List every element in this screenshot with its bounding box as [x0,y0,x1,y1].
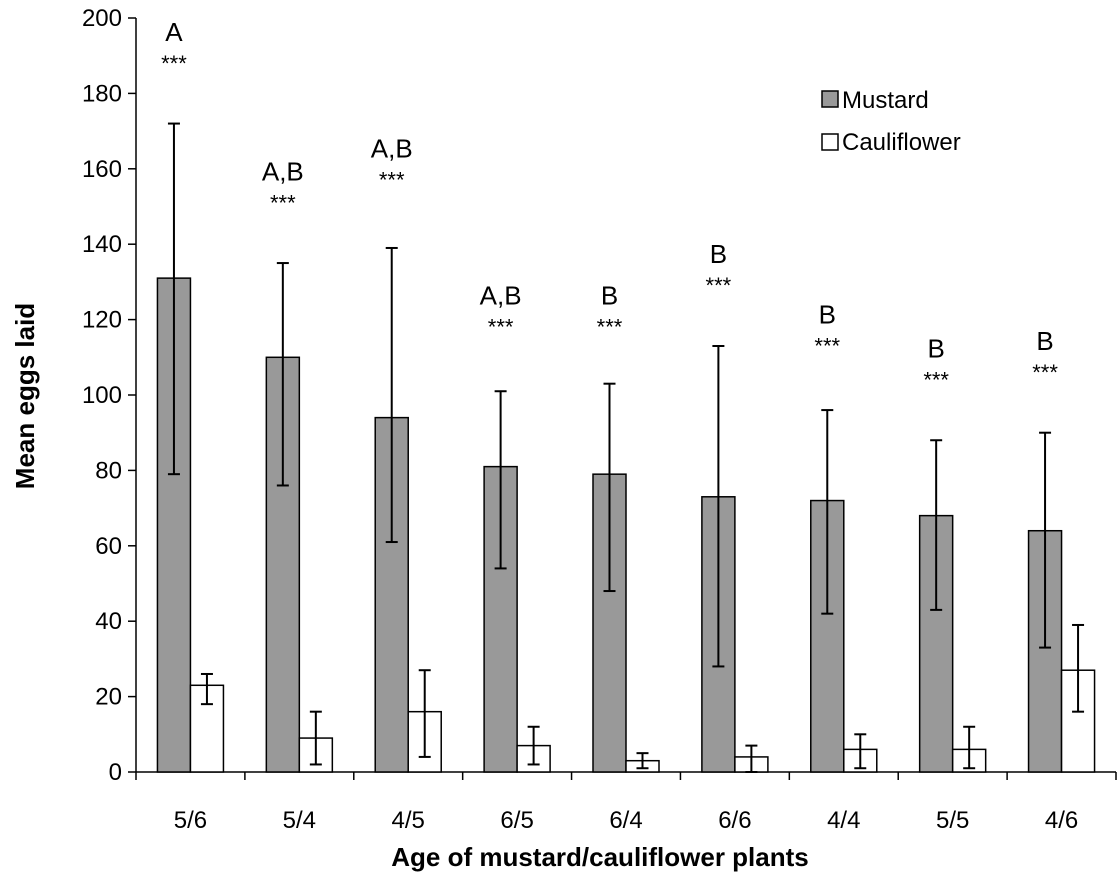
significance-stars: *** [706,273,732,298]
y-tick-label: 40 [95,608,122,635]
x-tick-label: 5/5 [936,807,969,834]
bars-group [156,277,1096,773]
y-tick-label: 20 [95,684,122,711]
x-axis: 5/6 5/4 4/5 6/5 6/4 6/6 4/4 5/5 4/6 [135,771,1117,834]
significance-stars: *** [814,334,840,359]
x-tick-label: 6/5 [500,807,533,834]
bar-mustard [810,499,845,773]
legend-swatch-mustard [821,90,839,108]
y-tick-label: 80 [95,457,122,484]
group-letter: B [1036,326,1053,356]
x-tick-label: 5/4 [283,807,316,834]
y-tick-label: 100 [82,382,122,409]
significance-stars: *** [488,315,514,340]
group-letter: B [927,333,944,363]
y-tick-label: 0 [109,759,122,786]
x-tick-label: 4/4 [827,807,860,834]
significance-stars: *** [597,315,623,340]
y-tick-label: 120 [82,307,122,334]
annotations-group: *** A *** A,B *** A,B *** A,B *** B *** B *** B *** B **… [161,17,1058,393]
x-tick-label: 6/6 [718,807,751,834]
y-tick-label: 160 [82,156,122,183]
y-tick-label: 180 [82,80,122,107]
group-letter: A [165,17,183,47]
x-tick-label: 4/5 [392,807,425,834]
y-tick-label: 60 [95,533,122,560]
significance-stars: *** [1032,360,1058,385]
x-tick-label: 5/6 [174,807,207,834]
y-tick-label: 200 [82,5,122,32]
significance-stars: *** [379,168,405,193]
y-tick-label: 140 [82,231,122,258]
group-letter: A,B [262,156,304,186]
legend: Mustard Cauliflower [821,87,961,156]
group-letter: B [601,281,618,311]
x-tick-label: 6/4 [609,807,642,834]
legend-swatch-cauliflower [821,133,839,151]
bar-mustard [592,473,627,773]
error-bars-group [167,122,1085,773]
y-axis-title: Mean eggs laid [10,303,40,489]
y-axis: 0 20 40 60 80 100 120 140 160 180 200 [82,5,137,786]
group-letter: B [710,239,727,269]
x-tick-label: 4/6 [1045,807,1078,834]
group-letter: B [819,300,836,330]
significance-stars: *** [270,190,296,215]
x-axis-title: Age of mustard/cauliflower plants [391,842,809,872]
group-letter: A,B [371,134,413,164]
legend-label-cauliflower: Cauliflower [842,129,961,156]
significance-stars: *** [161,51,187,76]
legend-label-mustard: Mustard [842,87,929,114]
group-letter: A,B [480,281,522,311]
significance-stars: *** [923,367,949,392]
